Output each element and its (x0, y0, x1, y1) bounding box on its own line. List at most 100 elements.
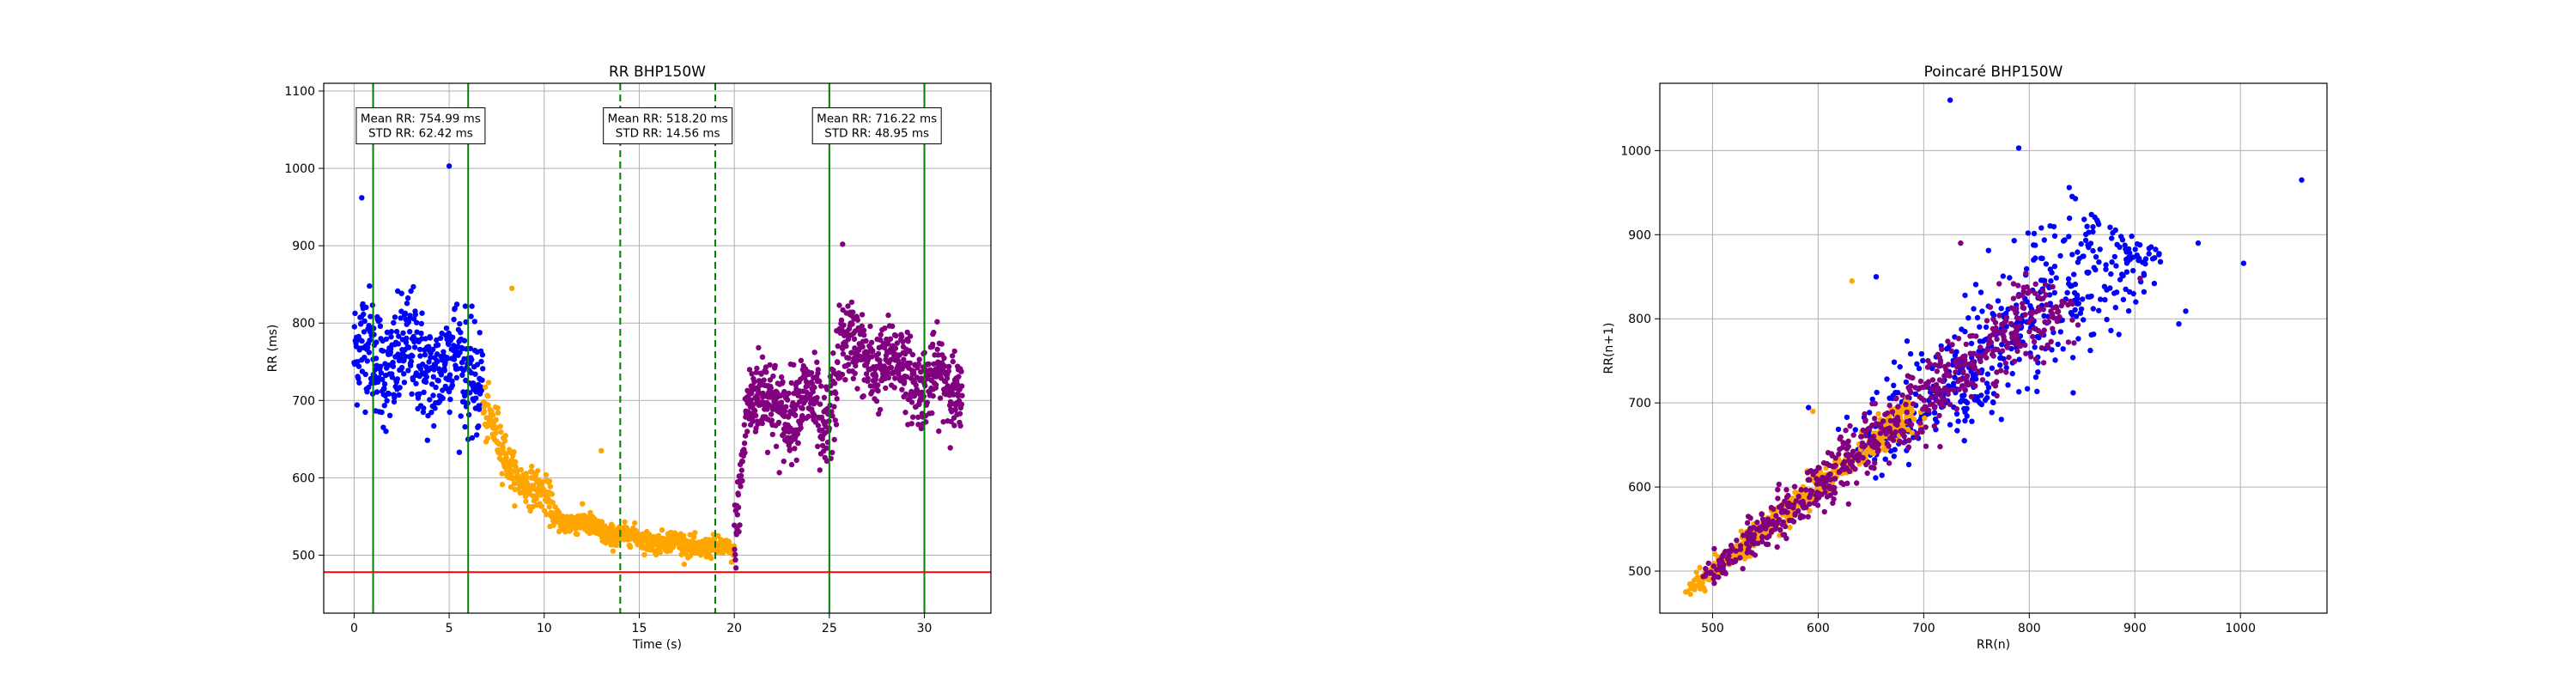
data-point (918, 425, 925, 432)
data-point (1982, 397, 1989, 404)
data-point (885, 312, 891, 319)
data-point (468, 313, 474, 319)
data-point (1946, 387, 1952, 393)
data-point (2041, 237, 2047, 243)
data-point (904, 329, 910, 336)
data-point (2069, 312, 2075, 318)
data-point (1707, 570, 1713, 576)
data-point (1840, 461, 1846, 467)
data-point (1951, 380, 1957, 386)
data-point (1908, 412, 1914, 419)
data-point (791, 362, 797, 368)
data-point (1975, 398, 1982, 404)
stats-box (811, 107, 942, 145)
data-point (480, 366, 486, 372)
data-point (1945, 391, 1951, 398)
data-point (1989, 365, 1996, 371)
x-tick-label: 10 (537, 622, 552, 635)
data-point (1984, 371, 1991, 377)
data-point (392, 394, 398, 401)
data-point (1865, 459, 1871, 465)
data-point (853, 362, 859, 369)
data-point (878, 331, 884, 337)
data-point (2025, 290, 2031, 296)
data-point (1994, 392, 2000, 399)
data-point (957, 410, 963, 416)
data-point (1805, 514, 1811, 520)
data-point (379, 409, 385, 416)
data-point (1806, 477, 1812, 483)
data-point (501, 438, 508, 444)
data-point (739, 477, 745, 484)
data-point (2120, 296, 2127, 302)
data-point (1948, 348, 1954, 354)
data-point (1928, 394, 1934, 401)
data-point (416, 391, 422, 397)
data-point (373, 356, 380, 362)
data-point (2093, 217, 2100, 223)
data-point (485, 402, 491, 408)
data-point (794, 431, 801, 437)
data-point (882, 325, 888, 331)
data-point (1934, 368, 1940, 374)
data-point (946, 363, 952, 369)
data-point (602, 523, 608, 529)
data-point (610, 523, 616, 530)
data-point (848, 299, 855, 306)
data-point (580, 501, 586, 507)
data-point (817, 378, 823, 385)
data-point (791, 390, 797, 397)
data-point (461, 337, 468, 344)
data-point (395, 341, 402, 347)
data-point (2119, 237, 2126, 243)
data-point (2031, 230, 2038, 237)
data-point (1984, 318, 1990, 324)
data-point (418, 331, 424, 337)
data-point (461, 356, 467, 362)
data-point (846, 362, 852, 368)
data-point (2075, 322, 2081, 328)
data-point (2103, 266, 2109, 272)
data-point (473, 395, 479, 401)
data-point (2011, 358, 2018, 364)
data-point (2075, 249, 2081, 255)
data-point (462, 423, 468, 430)
data-point (1962, 353, 1968, 359)
data-point (903, 374, 910, 380)
data-point (1958, 240, 1964, 246)
data-point (1994, 346, 2001, 353)
data-point (915, 361, 922, 368)
data-point (410, 283, 416, 290)
data-point (500, 445, 506, 451)
poincare-x-axis-label: RR(n) (1977, 638, 2010, 652)
y-tick-label: 900 (292, 240, 315, 253)
data-point (598, 519, 605, 525)
data-point (2083, 231, 2089, 238)
data-point (1845, 501, 1851, 508)
data-point (424, 437, 430, 443)
x-tick-label: 900 (2123, 622, 2147, 635)
data-point (1986, 341, 1992, 347)
data-point (811, 412, 817, 418)
data-point (360, 301, 366, 307)
data-point (1961, 392, 1967, 398)
data-point (1978, 392, 1984, 398)
data-point (1994, 336, 2000, 343)
data-point (362, 409, 368, 416)
data-point (1903, 401, 1909, 408)
data-point (1914, 361, 1920, 367)
data-point (2003, 369, 2009, 375)
data-point (2032, 290, 2038, 296)
data-point (2022, 312, 2028, 318)
data-point (1887, 417, 1893, 424)
data-point (753, 369, 759, 375)
data-point (1866, 410, 1873, 416)
data-point (427, 335, 434, 341)
x-tick-label: 25 (822, 622, 837, 635)
data-point (374, 379, 381, 385)
data-point (893, 332, 899, 339)
data-point (574, 531, 580, 538)
rr-chart: RR BHP150W Time (s) RR (ms) Mean RR: 754… (266, 64, 992, 652)
data-point (459, 372, 465, 378)
data-point (873, 398, 880, 404)
